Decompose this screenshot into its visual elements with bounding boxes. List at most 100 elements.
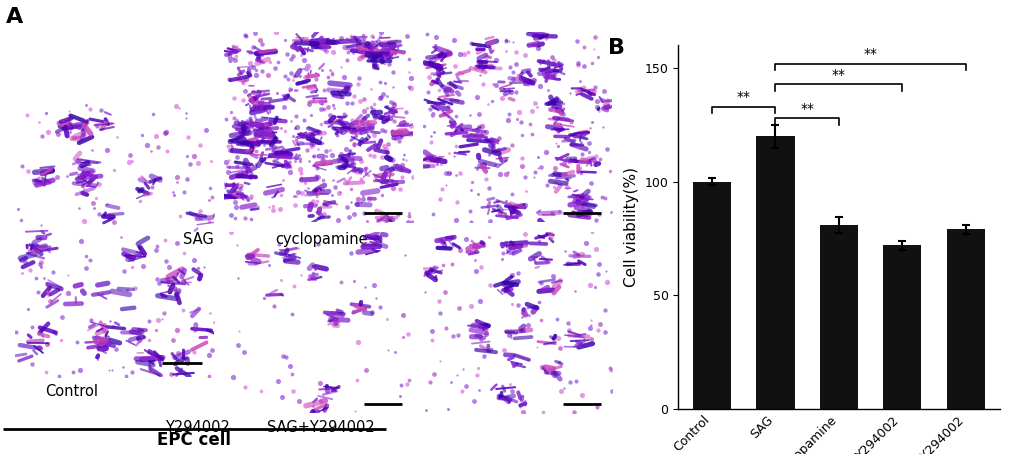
Point <box>517 230 533 237</box>
Point <box>248 72 264 79</box>
Point <box>371 32 387 39</box>
Point <box>385 101 401 109</box>
Point <box>317 97 333 104</box>
Point <box>165 336 181 344</box>
Point <box>588 403 604 410</box>
Point <box>369 215 385 222</box>
Text: **: ** <box>800 102 813 116</box>
Point <box>517 188 533 195</box>
Point <box>503 300 520 307</box>
Point <box>159 147 175 154</box>
Point <box>382 46 398 54</box>
Point <box>78 102 95 109</box>
Point <box>287 112 304 119</box>
Point <box>374 49 390 57</box>
Point <box>495 346 512 354</box>
Point <box>468 371 484 378</box>
Point <box>376 79 392 87</box>
Point <box>270 59 286 66</box>
Point <box>451 169 468 176</box>
Point <box>462 218 478 225</box>
Point <box>362 103 378 110</box>
Point <box>586 88 602 95</box>
Point <box>484 46 500 53</box>
Point <box>581 282 597 289</box>
Point <box>374 154 390 161</box>
Point <box>533 163 549 171</box>
Point <box>154 292 170 300</box>
Point <box>589 270 605 277</box>
Point <box>313 98 329 105</box>
Point <box>272 124 288 131</box>
Point <box>340 213 357 221</box>
Point <box>332 63 348 70</box>
Point <box>453 388 470 395</box>
Point <box>248 148 264 155</box>
Point <box>297 191 313 198</box>
Point <box>137 334 153 341</box>
Point <box>225 114 242 121</box>
Point <box>391 392 408 400</box>
Point <box>234 96 251 103</box>
Point <box>332 118 348 126</box>
Point <box>291 130 308 137</box>
Point <box>259 71 275 78</box>
Point <box>354 240 370 247</box>
Point <box>261 203 277 211</box>
Point <box>106 167 122 174</box>
Point <box>559 260 576 267</box>
Point <box>441 170 458 177</box>
Point <box>312 380 328 387</box>
Point <box>149 242 165 250</box>
Point <box>94 290 110 297</box>
Point <box>432 98 448 105</box>
Point <box>467 257 483 264</box>
Point <box>353 158 369 165</box>
Point <box>350 195 366 202</box>
Point <box>221 146 237 153</box>
Point <box>153 316 169 323</box>
Point <box>510 270 526 277</box>
Point <box>529 44 545 52</box>
Point <box>572 138 588 146</box>
Point <box>300 184 316 191</box>
Point <box>206 212 222 219</box>
Point <box>282 163 299 171</box>
Point <box>551 154 568 162</box>
Point <box>486 206 502 213</box>
Point <box>360 119 376 126</box>
Point <box>345 93 362 100</box>
Point <box>301 158 317 165</box>
Point <box>468 93 484 100</box>
Point <box>30 288 46 295</box>
Point <box>441 169 458 177</box>
Point <box>20 241 37 248</box>
Point <box>88 194 104 201</box>
Point <box>386 118 403 125</box>
Point <box>396 252 413 259</box>
Point <box>237 75 254 83</box>
Point <box>540 171 556 178</box>
Point <box>156 236 172 243</box>
Point <box>533 284 549 291</box>
Point <box>460 49 476 56</box>
Point <box>270 377 286 385</box>
Point <box>570 60 586 67</box>
Point <box>497 37 514 44</box>
Point <box>360 172 376 179</box>
Point <box>224 54 240 62</box>
Point <box>374 192 390 199</box>
Point <box>10 206 26 213</box>
Point <box>192 207 208 215</box>
Point <box>358 366 374 374</box>
Point <box>429 62 445 69</box>
Point <box>20 168 37 175</box>
Point <box>201 196 217 203</box>
Point <box>230 341 247 349</box>
Point <box>438 325 454 332</box>
Point <box>534 408 550 415</box>
Point <box>378 102 394 109</box>
Point <box>471 124 487 131</box>
Point <box>381 54 397 62</box>
Point <box>431 196 447 203</box>
